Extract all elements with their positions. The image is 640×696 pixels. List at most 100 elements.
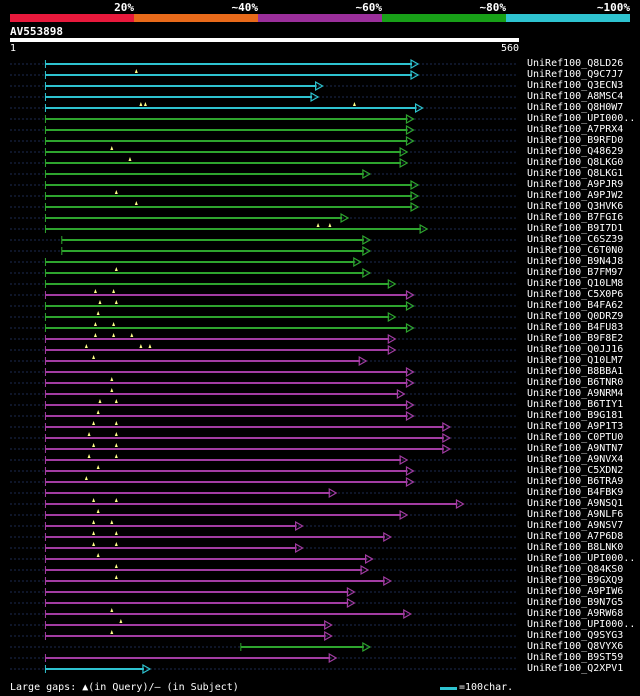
hit-label[interactable]: UniRef100_B6TRA9	[527, 476, 624, 487]
hit-arrow	[410, 179, 420, 191]
hit-label[interactable]: UniRef100_UPI000..	[527, 113, 636, 124]
hit-label[interactable]: UniRef100_Q0JJ16	[527, 344, 624, 355]
hit-label[interactable]: UniRef100_B9G181	[527, 410, 624, 421]
hit-arrow	[346, 586, 356, 598]
hit-label[interactable]: UniRef100_B6TNR0	[527, 377, 624, 388]
hit-label[interactable]: UniRef100_Q8LD26	[527, 58, 624, 69]
query-gap-marker	[92, 421, 96, 425]
hit-label[interactable]: UniRef100_Q9SYG3	[527, 630, 624, 641]
legend-segment-80	[382, 14, 506, 22]
hit-label[interactable]: UniRef100_UPI000..	[527, 619, 636, 630]
hit-label[interactable]: UniRef100_Q3ECN3	[527, 80, 624, 91]
hit-label[interactable]: UniRef100_Q84KS0	[527, 564, 624, 575]
query-gap-marker	[92, 542, 96, 546]
hit-label[interactable]: UniRef100_B9RFD0	[527, 135, 624, 146]
hit-arrow	[410, 58, 420, 70]
legend-segment-60	[258, 14, 382, 22]
hit-arrow	[295, 542, 304, 554]
hit-label[interactable]: UniRef100_C5XDN2	[527, 465, 624, 476]
hit-label[interactable]: UniRef100_A9NSQ1	[527, 498, 624, 509]
hit-label[interactable]: UniRef100_UPI000..	[527, 553, 636, 564]
legend-label-20: 20%	[114, 1, 134, 14]
hit-arrow	[387, 333, 397, 345]
hit-label[interactable]: UniRef100_B8BBA1	[527, 366, 624, 377]
hit-label[interactable]: UniRef100_Q10LM7	[527, 355, 624, 366]
hit-label[interactable]: UniRef100_B8LNK0	[527, 542, 624, 553]
hit-label[interactable]: UniRef100_Q0DRZ9	[527, 311, 624, 322]
hit-label[interactable]: UniRef100_Q10LM8	[527, 278, 624, 289]
hit-arrow	[340, 212, 350, 224]
hit-arrow	[455, 498, 465, 510]
hit-arrow	[419, 223, 429, 235]
hit-label[interactable]: UniRef100_Q8VYX6	[527, 641, 624, 652]
hit-label[interactable]: UniRef100_Q8LKG0	[527, 157, 624, 168]
hit-label[interactable]: UniRef100_A8MSC4	[527, 91, 624, 102]
hit-label[interactable]: UniRef100_A9PJR9	[527, 179, 624, 190]
identity-color-legend: 20% ~40% ~60% ~80% ~100%	[0, 0, 640, 24]
hit-arrow	[362, 267, 372, 279]
query-gap-marker	[84, 344, 88, 348]
hit-label[interactable]: UniRef100_B9I7D1	[527, 223, 624, 234]
hit-arrow	[295, 520, 304, 532]
query-scale-end: 560	[491, 43, 519, 54]
query-gap-marker	[96, 311, 100, 315]
hit-label[interactable]: UniRef100_A9RW68	[527, 608, 624, 619]
hit-label[interactable]: UniRef100_B4FBK9	[527, 487, 624, 498]
query-gap-marker	[98, 300, 102, 304]
hit-arrow	[396, 388, 406, 400]
hit-arrow	[142, 663, 152, 675]
hit-arrow	[410, 190, 420, 202]
query-gap-marker	[110, 520, 114, 524]
hit-label[interactable]: UniRef100_A9P1T3	[527, 421, 624, 432]
query-gap-marker	[114, 421, 118, 425]
hit-label[interactable]: UniRef100_C5X0P6	[527, 289, 624, 300]
hit-label[interactable]: UniRef100_C0PTU0	[527, 432, 624, 443]
hit-label[interactable]: UniRef100_B9F8E2	[527, 333, 624, 344]
hit-arrow	[405, 399, 415, 411]
hit-label[interactable]: UniRef100_Q8H0W7	[527, 102, 624, 113]
query-gap-marker	[96, 410, 100, 414]
hit-label[interactable]: UniRef100_B7FGI6	[527, 212, 624, 223]
query-gap-marker	[110, 146, 114, 150]
hit-arrow	[315, 80, 324, 92]
query-gap-marker	[110, 388, 114, 392]
hit-arrow	[399, 146, 409, 158]
hit-arrow	[405, 135, 415, 147]
query-gap-marker	[112, 322, 116, 326]
hit-label[interactable]: UniRef100_A9PIW6	[527, 586, 624, 597]
hit-label[interactable]: UniRef100_B4FU83	[527, 322, 624, 333]
hit-label[interactable]: UniRef100_C6T0N0	[527, 245, 624, 256]
query-gap-marker	[112, 289, 116, 293]
hit-label[interactable]: UniRef100_A9PJW2	[527, 190, 624, 201]
hit-label[interactable]: UniRef100_B9N4J8	[527, 256, 624, 267]
hit-label[interactable]: UniRef100_A7P6D8	[527, 531, 624, 542]
hit-label[interactable]: UniRef100_Q2XPV1	[527, 663, 624, 674]
hit-label[interactable]: UniRef100_Q48629	[527, 146, 624, 157]
hit-label[interactable]: UniRef100_B9N7G5	[527, 597, 624, 608]
hit-label[interactable]: UniRef100_C6SZ39	[527, 234, 624, 245]
hit-arrow	[405, 366, 415, 378]
query-gap-marker	[139, 102, 143, 106]
hit-label[interactable]: UniRef100_A9NRM4	[527, 388, 624, 399]
hit-label[interactable]: UniRef100_A9NTN7	[527, 443, 624, 454]
hit-arrow	[405, 124, 415, 136]
hit-label[interactable]: UniRef100_A9NVX4	[527, 454, 624, 465]
legend-segment-40	[134, 14, 258, 22]
hit-arrow	[362, 168, 372, 180]
hit-label[interactable]: UniRef100_Q9C7J7	[527, 69, 624, 80]
hit-label[interactable]: UniRef100_A7PRX4	[527, 124, 624, 135]
hit-arrow	[405, 476, 415, 488]
hit-label[interactable]: UniRef100_Q3HVK6	[527, 201, 624, 212]
hit-label[interactable]: UniRef100_B9GXQ9	[527, 575, 624, 586]
hit-label[interactable]: UniRef100_B9ST59	[527, 652, 624, 663]
hit-arrow	[324, 630, 333, 642]
hit-label[interactable]: UniRef100_Q8LKG1	[527, 168, 624, 179]
hit-label[interactable]: UniRef100_B7FM97	[527, 267, 624, 278]
query-gap-marker	[98, 399, 102, 403]
hit-label[interactable]: UniRef100_B6TIY1	[527, 399, 624, 410]
hit-label[interactable]: UniRef100_A9NSV7	[527, 520, 624, 531]
large-gaps-legend: Large gaps: ▲(in Query)/— (in Subject)	[10, 682, 239, 693]
hit-label[interactable]: UniRef100_A9NLF6	[527, 509, 624, 520]
hit-arrow	[405, 377, 415, 389]
hit-label[interactable]: UniRef100_B4FA62	[527, 300, 624, 311]
